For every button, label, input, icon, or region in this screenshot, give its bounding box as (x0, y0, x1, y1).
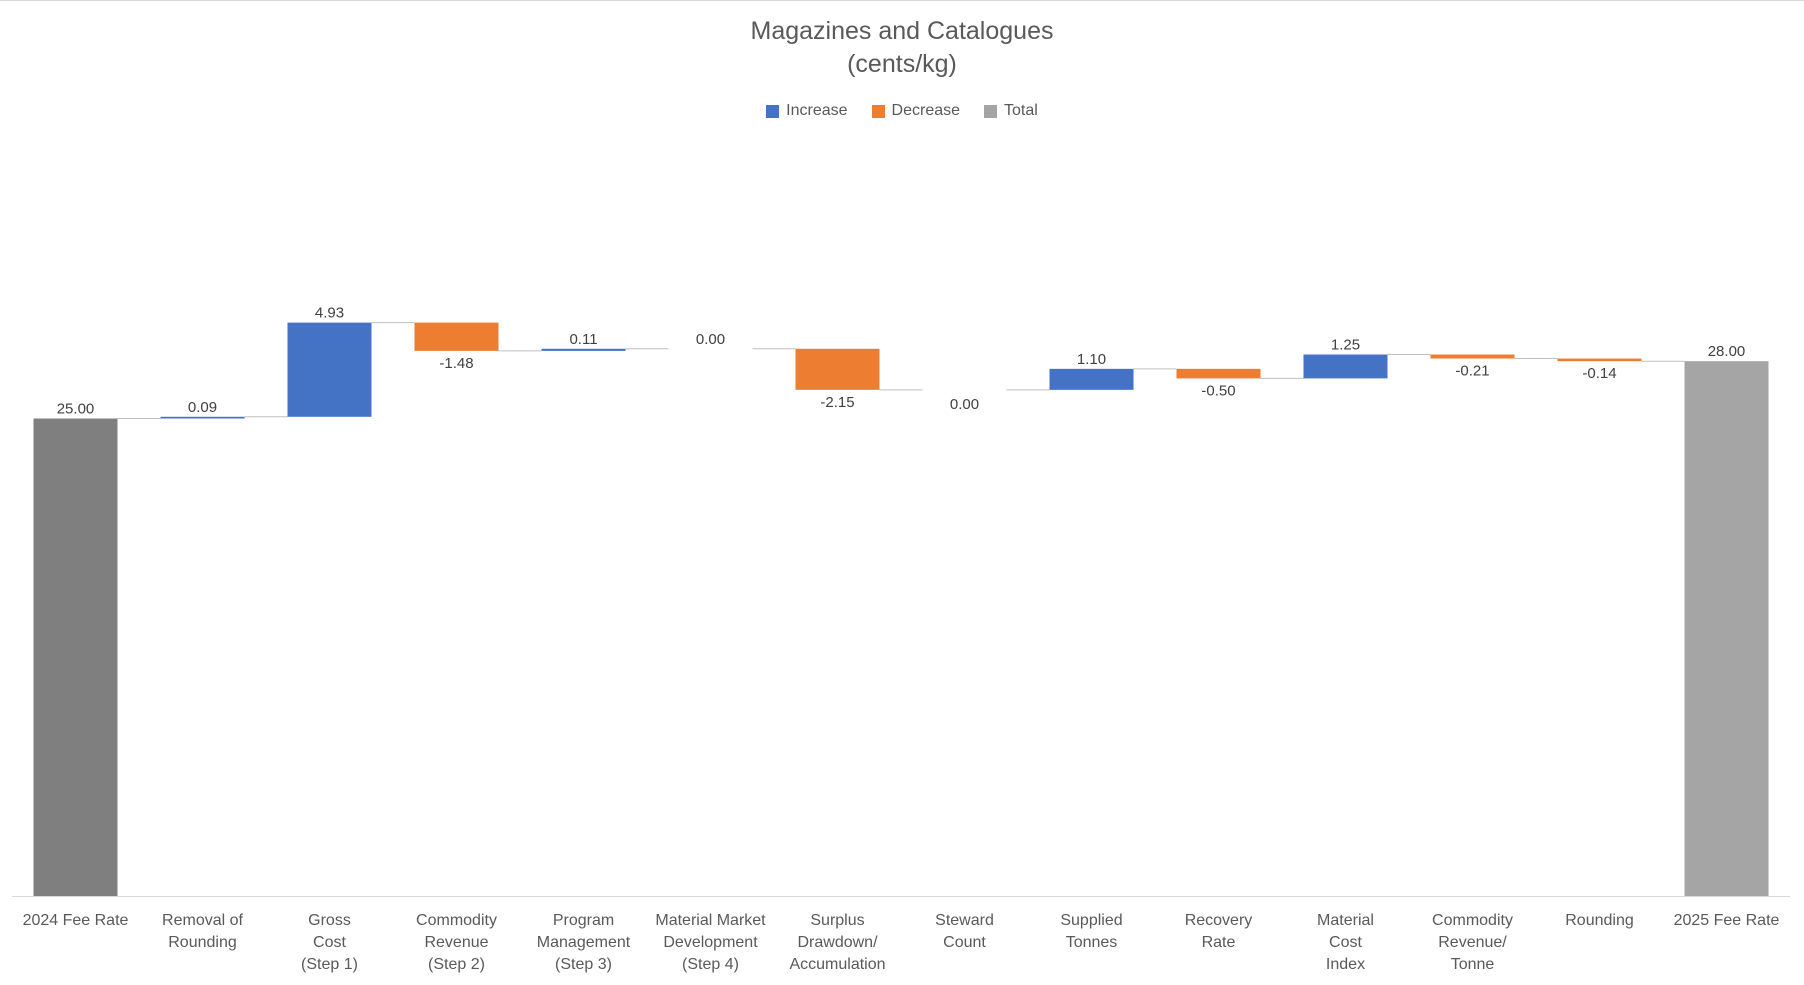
data-label: -2.15 (820, 394, 854, 411)
data-label: 0.00 (950, 396, 979, 413)
data-label: -0.21 (1455, 363, 1489, 380)
data-label: -0.14 (1582, 365, 1616, 382)
chart-title: Magazines and Catalogues (750, 17, 1054, 45)
data-label: 0.09 (188, 399, 217, 416)
legend-label-increase: Increase (786, 102, 848, 119)
chart-legend: Increase Decrease Total (0, 102, 1804, 120)
bar-increase (541, 348, 626, 351)
legend-swatch-total (984, 104, 998, 118)
category-label: Rounding (1565, 912, 1634, 929)
data-label: 0.00 (696, 331, 725, 348)
category-label: Commodity Revenue/Tonne (1432, 912, 1513, 973)
legend-item-decrease: Decrease (871, 102, 961, 120)
category-label: Recovery Rate (1185, 912, 1253, 951)
data-label: -1.48 (439, 355, 473, 372)
legend-label-total: Total (1004, 102, 1038, 119)
data-label: 25.00 (57, 401, 95, 418)
bar-increase (1303, 354, 1388, 379)
legend-label-decrease: Decrease (891, 102, 961, 119)
chart-subtitle: (cents/kg) (847, 50, 957, 78)
category-label: 2024 Fee Rate (23, 912, 129, 929)
data-label: 4.93 (315, 305, 344, 322)
category-label: Commodity Revenue (Step 2) (416, 912, 497, 973)
category-label: Program Management (Step 3) (537, 912, 631, 973)
chart-title-block: Magazines and Catalogues (cents/kg) (0, 15, 1804, 81)
category-label: Gross Cost (Step 1) (301, 912, 358, 973)
legend-item-increase: Increase (766, 102, 848, 120)
data-label: 1.25 (1331, 337, 1360, 354)
data-label: 1.10 (1077, 351, 1106, 368)
category-label: Surplus Drawdown/Accumulation (789, 912, 885, 973)
legend-item-total: Total (984, 102, 1038, 120)
bar-decrease (1557, 358, 1642, 362)
data-label: 28.00 (1708, 343, 1746, 360)
category-label: 2025 Fee Rate (1674, 912, 1780, 929)
data-label: -0.50 (1201, 382, 1235, 399)
category-label: Material Market Development (Step 4) (655, 912, 766, 973)
bar-decrease (1176, 368, 1261, 379)
category-label: Supplied Tonnes (1060, 912, 1122, 951)
bar-decrease (795, 348, 880, 390)
bar-increase (1049, 368, 1134, 390)
bar-increase (287, 322, 372, 417)
category-label: Material Cost Index (1317, 912, 1374, 973)
bar-increase (160, 416, 245, 419)
category-label: Removal of Rounding (162, 912, 243, 951)
legend-swatch-decrease (871, 104, 885, 118)
bar-decrease (414, 322, 499, 351)
bar-total (1684, 361, 1769, 896)
bar-decrease (1430, 354, 1515, 359)
legend-swatch-increase (766, 104, 780, 118)
category-label: Steward Count (935, 912, 994, 951)
bar-total-start (33, 418, 118, 896)
data-label: 0.11 (569, 331, 597, 348)
